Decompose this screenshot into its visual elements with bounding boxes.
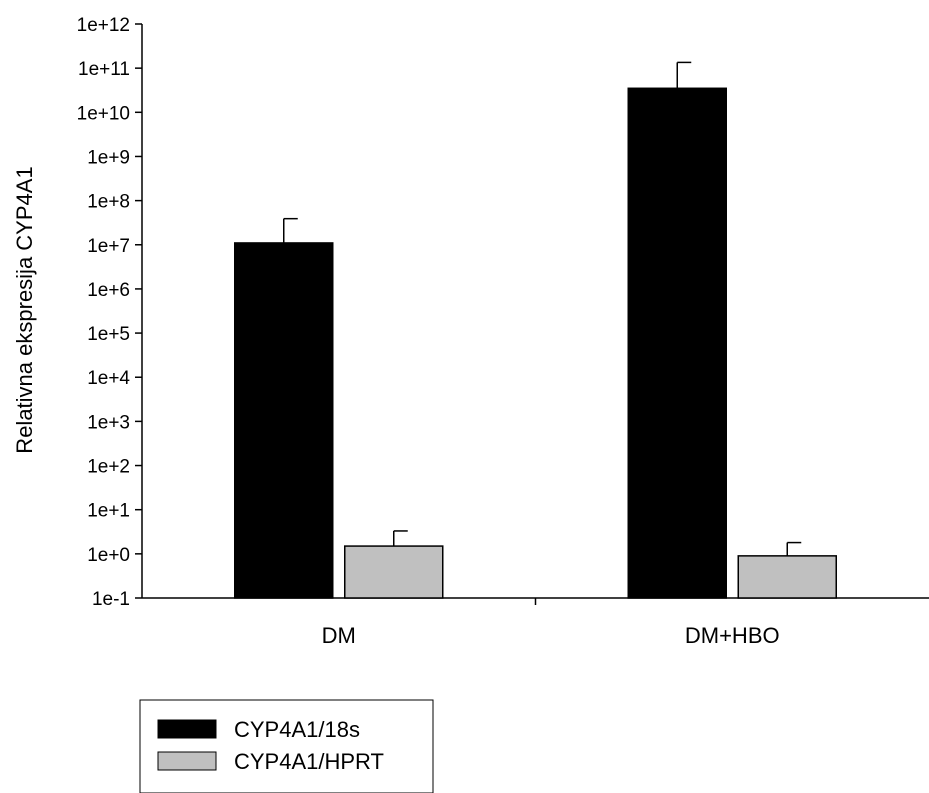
y-tick-label: 1e+1 [87,501,130,522]
y-axis: 1e-1 1e+0 1e+1 1e+2 1e+3 1e+4 1e+5 1e+6 1e+7 1e+8… [77,15,143,610]
y-tick-label: 1e+12 [77,15,130,36]
bars [234,61,837,599]
y-axis-title: Relativna ekspresija CYP4A1 [12,166,37,453]
bar [344,545,444,599]
y-tick-label: 1e+5 [87,324,130,345]
y-tick-label: 1e+2 [87,457,130,478]
bar [737,555,837,599]
bar [627,87,727,599]
legend-label: CYP4A1/18s [234,717,360,742]
y-tick-label: 1e+10 [77,103,130,124]
legend-box [139,699,434,793]
legend: CYP4A1/18s CYP4A1/HPRT [139,699,434,793]
y-tick-label: 1e+11 [78,59,130,80]
y-tick-label: 1e+4 [87,368,130,389]
y-tick-label: 1e+8 [87,192,130,213]
x-axis [142,597,929,605]
legend-label: CYP4A1/HPRT [234,749,384,774]
y-tick-label: 1e+6 [87,280,130,301]
legend-swatch [157,751,217,771]
legend-swatch [157,719,217,739]
bar [234,242,334,599]
x-tick-label: DM+HBO [685,623,780,648]
category-labels: DM DM+HBO [322,623,780,648]
y-tick-label: 1e+7 [87,236,130,257]
x-tick-label: DM [322,623,356,648]
y-tick-label: 1e+0 [87,545,130,566]
y-tick-label: 1e+9 [87,147,130,168]
y-tick-label: 1e-1 [92,589,130,610]
y-tick-label: 1e+3 [87,412,130,433]
